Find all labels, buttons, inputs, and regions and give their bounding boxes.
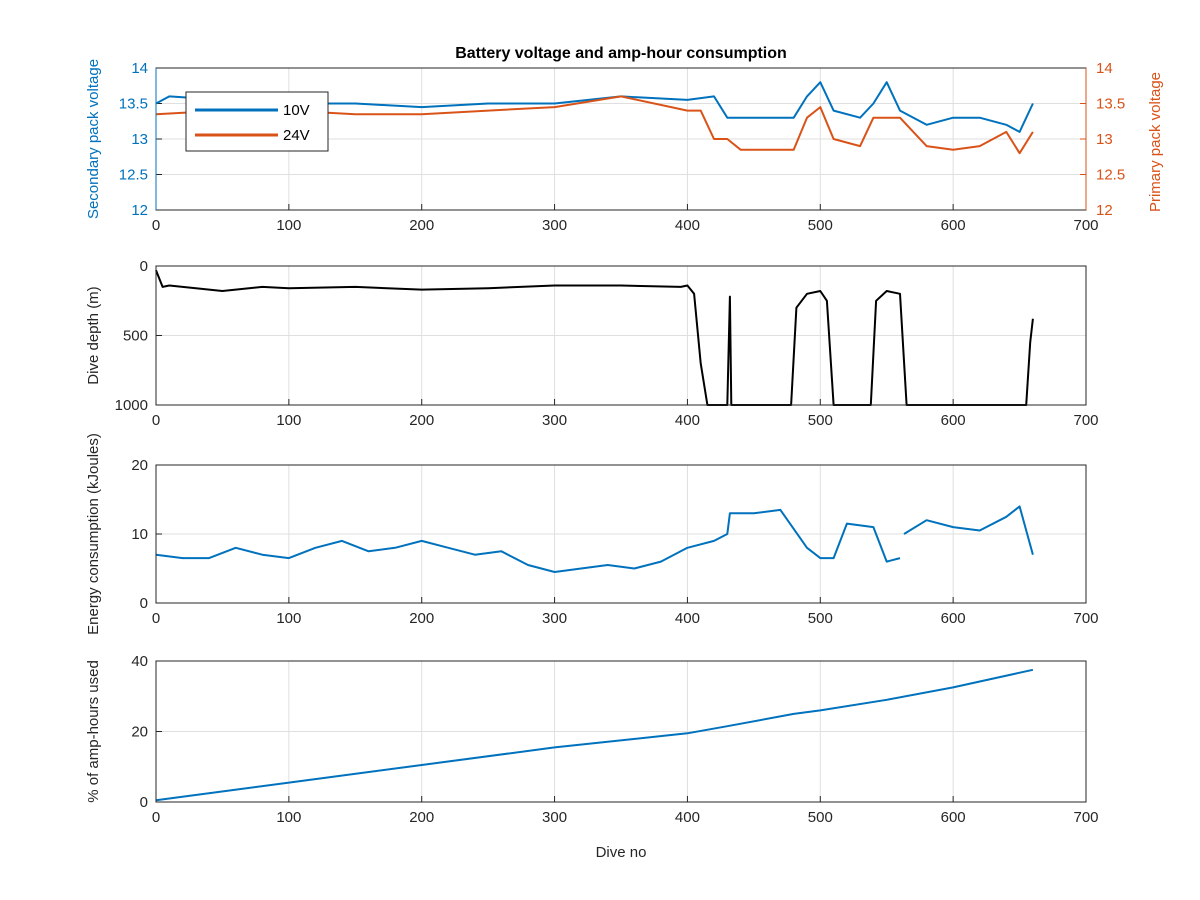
- y-tick-label: 13.5: [119, 96, 148, 113]
- y-tick-label: 0: [140, 258, 148, 275]
- legend-label-24v: 24V: [283, 127, 310, 144]
- y-tick-label: 500: [123, 328, 148, 345]
- x-tick-label: 300: [542, 809, 567, 826]
- y-tick-label: 20: [131, 457, 148, 474]
- subplot-1: 0 100 200 300 400 500 600 7001212.51313.5141212…: [85, 59, 1164, 234]
- y-tick-label: 10: [131, 526, 148, 543]
- x-tick-label: 0: [152, 610, 160, 627]
- x-tick-label: 100: [276, 610, 301, 627]
- y-tick-label: 12.5: [119, 167, 148, 184]
- y-right-axis-label: Primary pack voltage: [1147, 72, 1164, 212]
- x-tick-label: 500: [808, 217, 833, 234]
- x-tick-label: 0: [152, 217, 160, 234]
- legend-box: [185, 91, 329, 152]
- axes-frame: [155, 265, 1087, 406]
- x-tick-label: 600: [941, 412, 966, 429]
- y-right-tick-label: 12: [1096, 202, 1113, 219]
- x-tick-label: 200: [409, 412, 434, 429]
- y-right-tick-label: 13.5: [1096, 96, 1125, 113]
- x-tick-label: 200: [409, 610, 434, 627]
- y-tick-label: 40: [131, 653, 148, 670]
- x-tick-label: 700: [1073, 610, 1098, 627]
- y-tick-label: 12: [131, 202, 148, 219]
- x-tick-label: 400: [675, 809, 700, 826]
- x-tick-label: 0: [152, 809, 160, 826]
- y-tick-label: 13: [131, 131, 148, 148]
- y-tick-label: 0: [140, 794, 148, 811]
- x-tick-label: 0: [152, 412, 160, 429]
- series-line-s2: [903, 505, 1034, 555]
- y-tick-label: 1000: [115, 397, 148, 414]
- x-tick-label: 100: [276, 217, 301, 234]
- x-tick-label: 700: [1073, 809, 1098, 826]
- x-tick-label: 400: [675, 610, 700, 627]
- y-axis-label: Energy consumption (kJoules): [85, 433, 102, 635]
- series-line-24v: [155, 95, 1034, 155]
- x-tick-label: 600: [941, 217, 966, 234]
- legend-label-10v: 10V: [283, 102, 310, 119]
- axes-frame: [155, 464, 1087, 604]
- x-tick-label: 300: [542, 217, 567, 234]
- x-tick-label: 300: [542, 610, 567, 627]
- y-axis-label: % of amp-hours used: [85, 660, 102, 803]
- series-line-s1: [155, 508, 901, 573]
- y-axis-label: Dive depth (m): [85, 286, 102, 384]
- x-tick-label: 500: [808, 809, 833, 826]
- x-tick-label: 600: [941, 610, 966, 627]
- x-tick-label: 500: [808, 610, 833, 627]
- subplot-3: 0 100 200 300 400 500 600 700 0 10 20 Energy consum…: [85, 433, 1099, 635]
- y-right-tick-label: 13: [1096, 131, 1113, 148]
- x-tick-label: 600: [941, 809, 966, 826]
- x-tick-label: 300: [542, 412, 567, 429]
- x-tick-label: 700: [1073, 217, 1098, 234]
- y-right-tick-label: 14: [1096, 60, 1113, 77]
- series-line-s1: [155, 668, 1034, 802]
- y-tick-label: 14: [131, 60, 148, 77]
- subplot-4: 0 100 200 300 400 500 600 700 0 20 40 % of amp-hour…: [85, 653, 1099, 861]
- x-tick-label: 700: [1073, 412, 1098, 429]
- y-right-tick-label: 12.5: [1096, 167, 1125, 184]
- y-axis-label: Secondary pack voltage: [85, 59, 102, 219]
- figure-title: Battery voltage and amp-hour consumption: [455, 45, 787, 62]
- x-tick-label: 400: [675, 217, 700, 234]
- x-tick-label: 100: [276, 412, 301, 429]
- x-axis-label: Dive no: [596, 844, 647, 861]
- x-tick-label: 100: [276, 809, 301, 826]
- x-tick-label: 200: [409, 809, 434, 826]
- y-tick-label: 20: [131, 724, 148, 741]
- x-tick-label: 500: [808, 412, 833, 429]
- y-tick-label: 0: [140, 595, 148, 612]
- axes-frame: [155, 660, 1087, 803]
- x-tick-label: 200: [409, 217, 434, 234]
- subplot-2: 0 100 200 300 400 500 600 700 0 500 1000 Dive depth…: [85, 258, 1099, 429]
- series-line-10v: [155, 81, 1034, 133]
- x-tick-label: 400: [675, 412, 700, 429]
